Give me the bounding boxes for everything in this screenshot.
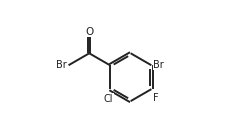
Text: O: O	[85, 26, 93, 37]
Text: F: F	[154, 93, 159, 103]
Text: Br: Br	[154, 60, 164, 70]
Text: Br: Br	[56, 60, 66, 70]
Text: Cl: Cl	[104, 94, 113, 104]
